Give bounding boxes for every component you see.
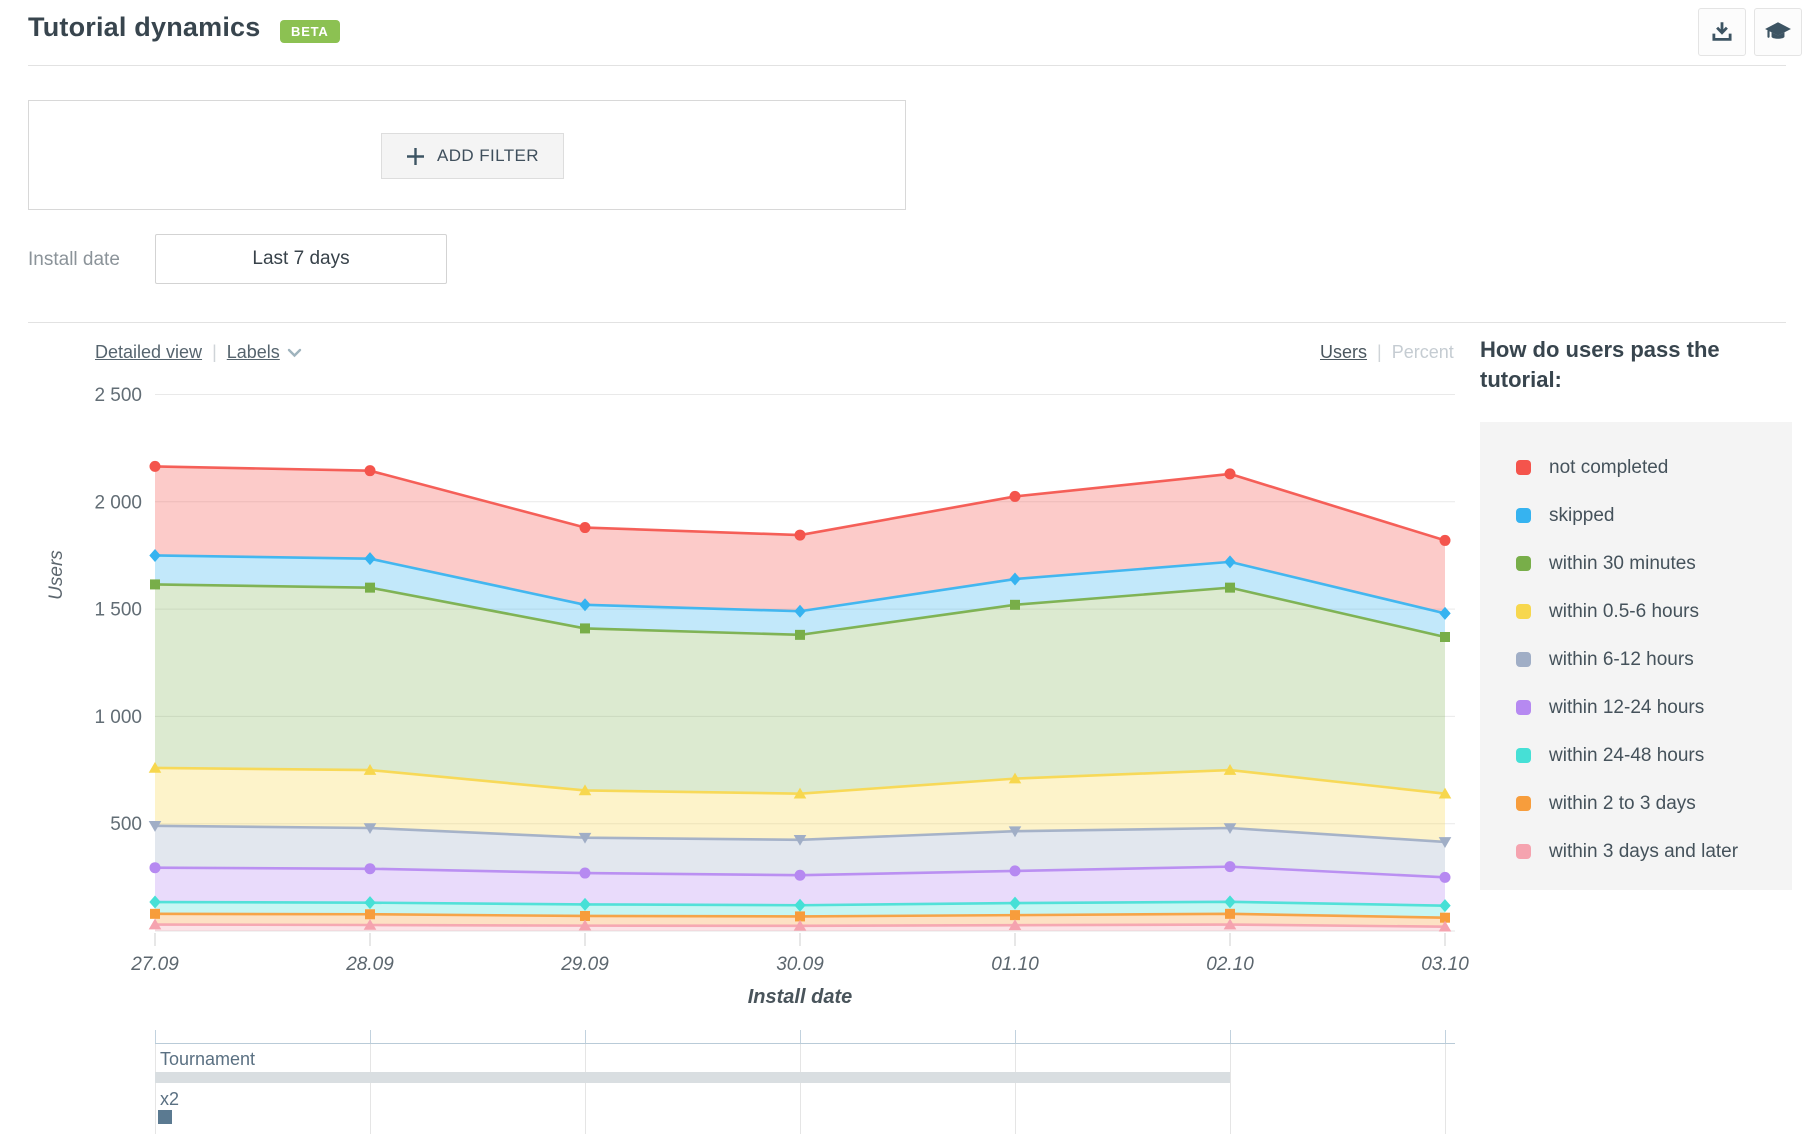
svg-text:01.10: 01.10: [991, 954, 1039, 975]
svg-text:29.09: 29.09: [560, 954, 609, 975]
add-filter-button[interactable]: ADD FILTER: [381, 133, 564, 179]
data-point-markers[interactable]: [148, 460, 1452, 932]
timeline-gridline: [1445, 1043, 1446, 1134]
units-percent-link[interactable]: Percent: [1391, 342, 1454, 362]
add-filter-label: ADD FILTER: [437, 146, 539, 165]
legend-swatch: [1516, 796, 1531, 812]
legend-swatch: [1516, 700, 1531, 716]
legend-swatch: [1516, 508, 1531, 524]
y-axis-title: Users: [46, 550, 67, 600]
legend-title: How do users pass the tutorial:: [1480, 337, 1720, 393]
controls-separator: |: [212, 342, 217, 362]
legend-item-within-0.5-6-hours[interactable]: within 0.5-6 hours: [1516, 588, 1782, 636]
legend-item-label: within 30 minutes: [1549, 552, 1696, 574]
svg-text:30.09: 30.09: [776, 954, 824, 975]
timeline-row-label-x2: x2: [160, 1089, 180, 1109]
legend-item-within-2-to-3-days[interactable]: within 2 to 3 days: [1516, 780, 1782, 828]
filter-panel: ADD FILTER: [28, 100, 906, 210]
svg-text:500: 500: [110, 814, 142, 835]
legend-item-label: not completed: [1549, 456, 1669, 478]
timeline-gridline: [1230, 1043, 1231, 1134]
svg-text:28.09: 28.09: [345, 954, 394, 975]
labels-link[interactable]: Labels: [226, 342, 280, 362]
svg-text:27.09: 27.09: [130, 954, 179, 975]
beta-badge: BETA: [280, 20, 340, 43]
units-separator: |: [1377, 342, 1382, 362]
download-report-button[interactable]: [1698, 8, 1746, 56]
legend-swatch: [1516, 748, 1531, 764]
svg-text:2 500: 2 500: [94, 385, 142, 406]
area-within-30-minutes: [155, 584, 1445, 794]
timeline-tick: [1445, 1030, 1446, 1043]
chart-legend: How do users pass the tutorial: not comp…: [1480, 335, 1792, 890]
legend-item-within-6-12-hours[interactable]: within 6-12 hours: [1516, 636, 1782, 684]
chart-view-controls: Detailed view | Labels: [95, 342, 302, 363]
legend-item-within-30-minutes[interactable]: within 30 minutes: [1516, 540, 1782, 588]
timeline-tick: [1015, 1030, 1016, 1043]
install-date-label: Install date: [28, 249, 120, 270]
legend-item-label: within 3 days and later: [1549, 840, 1739, 862]
legend-item-label: within 6-12 hours: [1549, 648, 1694, 670]
svg-text:02.10: 02.10: [1206, 954, 1254, 975]
timeline-gridline: [370, 1043, 371, 1134]
units-toggle: Users | Percent: [1320, 342, 1455, 363]
units-users-link[interactable]: Users: [1320, 342, 1368, 362]
svg-text:03.10: 03.10: [1421, 954, 1469, 975]
timeline-event-marker[interactable]: [158, 1110, 172, 1124]
events-timeline: Tournament x2: [0, 1030, 1814, 1134]
legend-swatch: [1516, 604, 1531, 620]
legend-swatch: [1516, 556, 1531, 572]
education-button[interactable]: [1754, 8, 1802, 56]
legend-item-within-12-24-hours[interactable]: within 12-24 hours: [1516, 684, 1782, 732]
x-axis: 27.09 28.09 29.09 30.09 01.10 02.10 03.10 Insta…: [130, 954, 1469, 1008]
timeline-top-border: [155, 1043, 1455, 1044]
timeline-gridline: [155, 1043, 156, 1134]
legend-swatch: [1516, 844, 1531, 860]
legend-item-within-3-days-and-later[interactable]: within 3 days and later: [1516, 828, 1782, 876]
legend-item-label: within 0.5-6 hours: [1549, 600, 1699, 622]
page-title: Tutorial dynamics: [28, 12, 261, 42]
legend-item-label: within 2 to 3 days: [1549, 792, 1696, 814]
timeline-tick: [800, 1030, 801, 1043]
legend-items: not completed skipped within 30 minutes wit…: [1480, 421, 1792, 890]
chevron-down-icon[interactable]: [287, 348, 302, 358]
legend-item-not-completed[interactable]: not completed: [1516, 444, 1782, 492]
section-divider: [28, 322, 1786, 323]
install-date-value: Last 7 days: [252, 248, 350, 269]
download-icon: [1712, 22, 1732, 41]
area-skipped: [155, 555, 1445, 637]
y-axis: 500 1 000 1 500 2 000 2 500 Users: [46, 385, 142, 835]
timeline-gridline: [1015, 1043, 1016, 1134]
legend-item-label: within 24-48 hours: [1549, 744, 1705, 766]
tutorial-dynamics-chart: 500 1 000 1 500 2 000 2 500 Users 27.09 28.09 29…: [46, 385, 1469, 1008]
header-divider: [28, 65, 1786, 66]
timeline-gridline: [585, 1043, 586, 1134]
timeline-event-bar[interactable]: [155, 1072, 1230, 1083]
svg-text:2 000: 2 000: [94, 492, 142, 513]
timeline-tick: [370, 1030, 371, 1043]
area-within-0.5-6-hours: [155, 767, 1445, 842]
timeline-tick: [585, 1030, 586, 1043]
x-axis-title: Install date: [748, 986, 852, 1008]
area-within-12-24-hours: [155, 866, 1445, 906]
install-date-select[interactable]: Last 7 days: [155, 234, 447, 284]
chart-section: Detailed view | Labels Users | Percent 5…: [0, 330, 1814, 1030]
legend-item-label: within 12-24 hours: [1549, 696, 1705, 718]
legend-swatch: [1516, 652, 1531, 668]
legend-item-skipped[interactable]: skipped: [1516, 492, 1782, 540]
area-within-6-12-hours: [155, 825, 1445, 878]
legend-item-within-24-48-hours[interactable]: within 24-48 hours: [1516, 732, 1782, 780]
plus-icon: [407, 147, 424, 165]
legend-swatch: [1516, 460, 1531, 476]
timeline-gridline: [800, 1043, 801, 1134]
timeline-row-label-tournament: Tournament: [160, 1049, 256, 1069]
legend-item-label: skipped: [1549, 504, 1615, 526]
detailed-view-link[interactable]: Detailed view: [95, 342, 203, 362]
timeline-tick: [1230, 1030, 1231, 1043]
svg-text:1 000: 1 000: [94, 707, 142, 728]
graduation-cap-icon: [1765, 22, 1791, 39]
svg-text:1 500: 1 500: [94, 600, 142, 621]
timeline-tick: [155, 1030, 156, 1043]
